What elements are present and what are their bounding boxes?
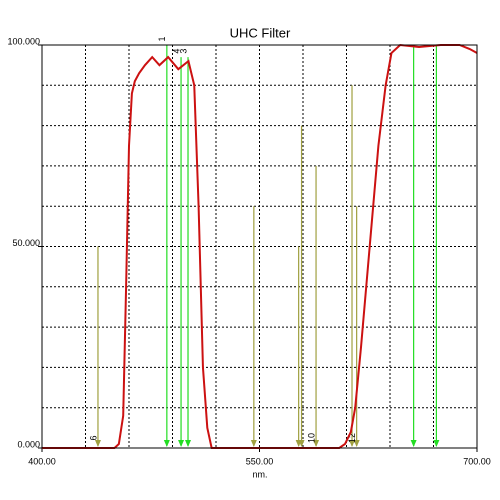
marker-arrow [250,440,257,447]
marker-label: 3 [178,49,188,54]
marker-arrow [94,440,101,447]
marker-label: 4 [171,49,181,54]
y-tick-label: 100.000 [7,36,40,46]
marker-arrow [353,440,360,447]
x-tick-label: 550.00 [246,456,274,466]
marker-label: 12 [347,433,357,443]
x-axis-label: nm. [252,469,267,479]
marker-label: 6 [88,435,98,440]
marker-label: 10 [306,433,316,443]
marker-arrow [313,440,320,447]
chart-title: UHC Filter [230,25,291,40]
y-tick-label: 50.000 [12,238,40,248]
marker-label: 1 [157,36,167,41]
marker-arrow [410,440,417,447]
marker-arrow [349,440,356,447]
marker-arrow [185,440,192,447]
marker-arrow [163,440,170,447]
x-tick-label: 700.00 [463,456,491,466]
marker-arrow [298,440,305,447]
marker-arrow [178,440,185,447]
transmission-curve [42,43,478,449]
y-tick-label: 0.000 [17,439,40,449]
plot-frame [41,44,478,449]
x-tick-label: 400.00 [28,456,56,466]
marker-arrow [433,440,440,447]
